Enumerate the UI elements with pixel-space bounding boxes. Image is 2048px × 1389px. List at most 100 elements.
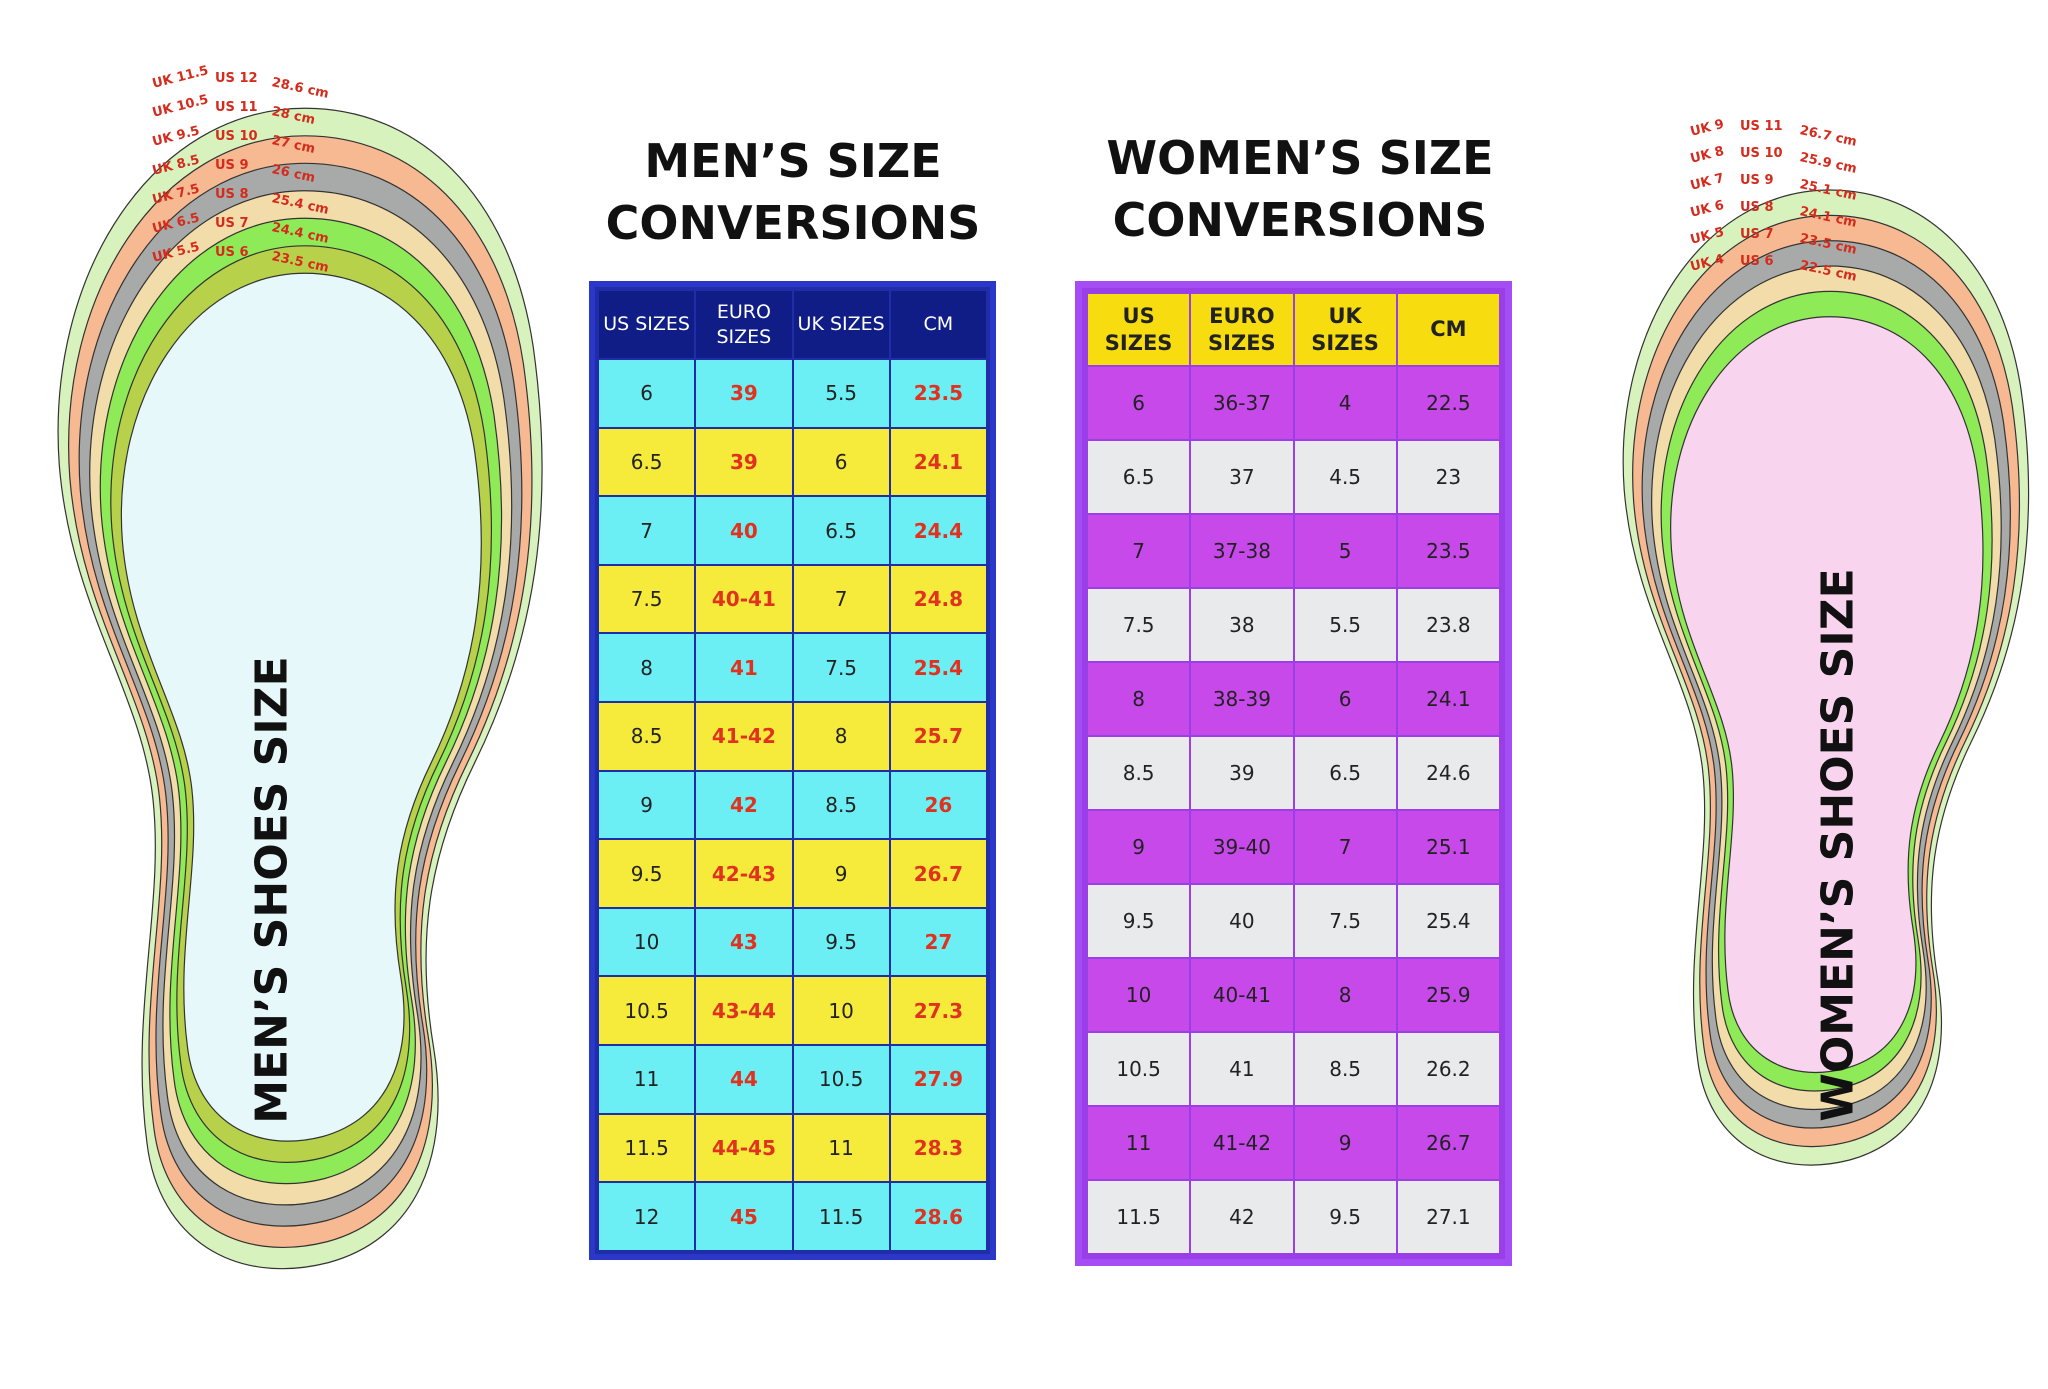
women-cell-us: 8.5 bbox=[1088, 737, 1190, 809]
women-cell-uk: 4.5 bbox=[1294, 441, 1396, 513]
men-cell-cm: 27.3 bbox=[890, 977, 986, 1045]
women-cell-uk: 5.5 bbox=[1294, 589, 1396, 661]
men-cell-uk: 10 bbox=[793, 977, 889, 1045]
men-cell-uk: 5.5 bbox=[793, 360, 889, 427]
men-table-row: 6 39 5.5 23.5 bbox=[599, 360, 986, 427]
men-cell-euro: 39 bbox=[696, 428, 792, 496]
women-cell-euro: 40 bbox=[1191, 885, 1293, 957]
men-title-line2: CONVERSIONS bbox=[605, 196, 981, 250]
men-insole-us-label: US 11 bbox=[215, 100, 258, 115]
men-cell-euro: 41 bbox=[696, 634, 792, 702]
women-cell-cm: 26.2 bbox=[1397, 1033, 1499, 1105]
women-insole-us-label: US 10 bbox=[1740, 146, 1783, 161]
women-insole-uk-label: UK 7 bbox=[1689, 171, 1726, 194]
women-cell-us: 10 bbox=[1088, 959, 1190, 1031]
women-shoes-size-label: WOMEN’S SHOES SIZE bbox=[1812, 568, 1864, 1122]
women-cell-uk: 8 bbox=[1294, 959, 1396, 1031]
men-cell-euro: 39 bbox=[696, 360, 792, 427]
men-cell-cm: 25.7 bbox=[890, 703, 986, 770]
women-cell-euro: 41 bbox=[1191, 1033, 1293, 1105]
men-cell-uk: 7.5 bbox=[793, 634, 889, 702]
men-cell-cm: 25.4 bbox=[890, 634, 986, 702]
women-cell-uk: 4 bbox=[1294, 367, 1396, 439]
men-table-row: 6.5 39 6 24.1 bbox=[599, 428, 986, 496]
men-cell-uk: 6.5 bbox=[793, 497, 889, 564]
men-insole-us-label: US 10 bbox=[215, 129, 258, 144]
men-cell-euro: 44 bbox=[696, 1046, 792, 1113]
men-cell-cm: 24.8 bbox=[890, 565, 986, 633]
men-cell-uk: 9 bbox=[793, 840, 889, 907]
women-cell-cm: 26.7 bbox=[1397, 1107, 1499, 1179]
men-cell-us: 11 bbox=[599, 1046, 695, 1113]
women-cell-cm: 25.9 bbox=[1397, 959, 1499, 1031]
men-cell-euro: 43-44 bbox=[696, 977, 792, 1045]
men-cell-us: 7 bbox=[599, 497, 695, 564]
men-cell-us: 12 bbox=[599, 1183, 695, 1250]
women-insole-uk-label: UK 8 bbox=[1689, 144, 1726, 167]
women-cell-euro: 37 bbox=[1191, 441, 1293, 513]
men-table-row: 12 45 11.5 28.6 bbox=[599, 1183, 986, 1250]
men-cell-cm: 27 bbox=[890, 908, 986, 976]
women-cell-cm: 23.5 bbox=[1397, 515, 1499, 587]
women-cell-uk: 9 bbox=[1294, 1107, 1396, 1179]
women-cell-us: 7.5 bbox=[1088, 589, 1190, 661]
women-header-uk: UK SIZES bbox=[1294, 294, 1396, 365]
women-cell-uk: 6 bbox=[1294, 663, 1396, 735]
men-cell-cm: 23.5 bbox=[890, 360, 986, 427]
men-cell-cm: 28.6 bbox=[890, 1183, 986, 1250]
women-insole-us-label: US 8 bbox=[1740, 200, 1774, 215]
women-cell-euro: 36-37 bbox=[1191, 367, 1293, 439]
men-header-us: US SIZES bbox=[599, 291, 695, 358]
men-insole-us-label: US 6 bbox=[215, 245, 249, 260]
women-cell-euro: 38-39 bbox=[1191, 663, 1293, 735]
women-cell-us: 9.5 bbox=[1088, 885, 1190, 957]
women-cell-euro: 41-42 bbox=[1191, 1107, 1293, 1179]
men-table-row: 8.5 41-42 8 25.7 bbox=[599, 703, 986, 770]
women-cell-uk: 7.5 bbox=[1294, 885, 1396, 957]
men-header-euro: EURO SIZES bbox=[696, 291, 792, 358]
women-insole-cm-label: 25.9 cm bbox=[1798, 150, 1858, 177]
men-insole-us-label: US 8 bbox=[215, 187, 249, 202]
women-insole-us-label: US 9 bbox=[1740, 173, 1774, 188]
men-cell-uk: 11.5 bbox=[793, 1183, 889, 1250]
women-cell-cm: 24.1 bbox=[1397, 663, 1499, 735]
men-header-cm: CM bbox=[890, 291, 986, 358]
women-cell-euro: 40-41 bbox=[1191, 959, 1293, 1031]
women-cell-us: 6 bbox=[1088, 367, 1190, 439]
women-table-row: 9.5 40 7.5 25.4 bbox=[1088, 885, 1499, 957]
men-table-row: 7 40 6.5 24.4 bbox=[599, 497, 986, 564]
women-cell-euro: 38 bbox=[1191, 589, 1293, 661]
women-table-row: 10 40-41 8 25.9 bbox=[1088, 959, 1499, 1031]
men-insole-us-label: US 12 bbox=[215, 71, 258, 86]
men-cell-euro: 45 bbox=[696, 1183, 792, 1250]
women-title: WOMEN’S SIZE CONVERSIONS bbox=[1090, 127, 1510, 251]
men-cell-uk: 6 bbox=[793, 428, 889, 496]
men-table-row: 10 43 9.5 27 bbox=[599, 908, 986, 976]
men-cell-us: 6 bbox=[599, 360, 695, 427]
women-cell-us: 10.5 bbox=[1088, 1033, 1190, 1105]
men-cell-cm: 26 bbox=[890, 771, 986, 839]
women-cell-uk: 7 bbox=[1294, 811, 1396, 883]
women-header-euro: EURO SIZES bbox=[1191, 294, 1293, 365]
women-cell-uk: 8.5 bbox=[1294, 1033, 1396, 1105]
women-table-header-row: US SIZES EURO SIZES UK SIZES CM bbox=[1088, 294, 1499, 365]
women-table-row: 8.5 39 6.5 24.6 bbox=[1088, 737, 1499, 809]
men-insole-cm-label: 28.6 cm bbox=[270, 75, 330, 102]
women-table-row: 8 38-39 6 24.1 bbox=[1088, 663, 1499, 735]
women-cell-us: 8 bbox=[1088, 663, 1190, 735]
men-title-line1: MEN’S SIZE bbox=[644, 134, 942, 188]
men-cell-us: 10.5 bbox=[599, 977, 695, 1045]
men-table-row: 10.5 43-44 10 27.3 bbox=[599, 977, 986, 1045]
women-cell-uk: 6.5 bbox=[1294, 737, 1396, 809]
men-title: MEN’S SIZE CONVERSIONS bbox=[593, 130, 993, 254]
women-cell-euro: 42 bbox=[1191, 1181, 1293, 1253]
women-insole-us-label: US 6 bbox=[1740, 254, 1774, 269]
men-table-row: 8 41 7.5 25.4 bbox=[599, 634, 986, 702]
men-shoes-size-label: MEN’S SHOES SIZE bbox=[246, 656, 298, 1124]
women-table-row: 9 39-40 7 25.1 bbox=[1088, 811, 1499, 883]
men-cell-us: 9.5 bbox=[599, 840, 695, 907]
women-cell-cm: 27.1 bbox=[1397, 1181, 1499, 1253]
men-cell-us: 11.5 bbox=[599, 1114, 695, 1182]
